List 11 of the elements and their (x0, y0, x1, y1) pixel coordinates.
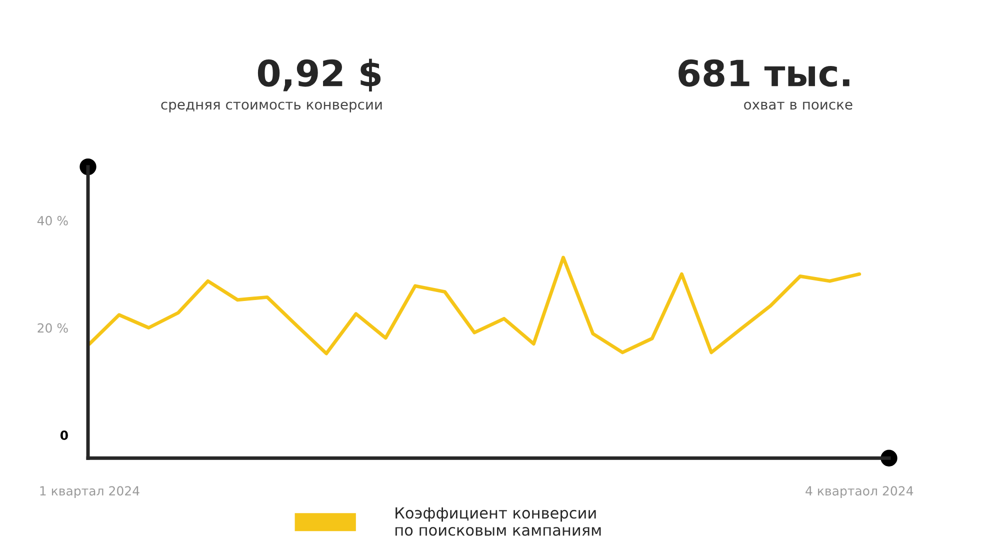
x-tick-label: 1 квартал 2024 (40, 486, 140, 498)
text: 0,92 $ (258, 58, 381, 92)
line-series (88, 256, 862, 356)
y-tick-label: 0 (60, 430, 68, 440)
y-tick-label: 20 % (38, 323, 68, 333)
text: средняя стоимость конверсии (161, 102, 382, 112)
text: 681 тыс. (678, 59, 850, 87)
x-tick-label: 4 квартаол 2024 (806, 486, 914, 498)
y-tick-label: 40 % (37, 216, 68, 226)
text: Коэффициент конверсии по поисковым кампаниям (396, 507, 601, 536)
text: охват в поиске (744, 102, 852, 110)
